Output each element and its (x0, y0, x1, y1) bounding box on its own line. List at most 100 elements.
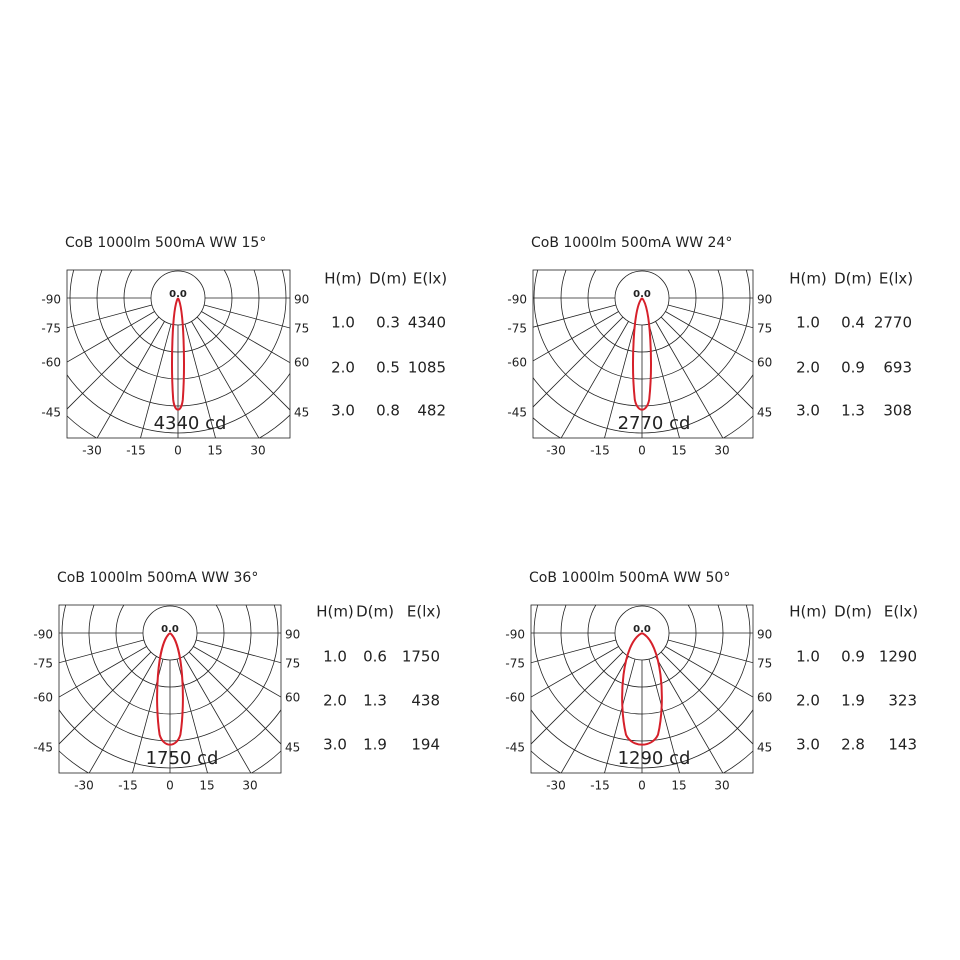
table-cell: 323 (888, 692, 917, 710)
peak-label: 4340 cd (154, 413, 227, 434)
left-angle-label: -90 (41, 293, 61, 307)
right-angle-label: 45 (294, 406, 309, 420)
right-angle-label: 75 (294, 322, 309, 336)
grid-spoke (183, 656, 252, 773)
grid-spoke (67, 304, 153, 329)
bottom-angle-label: 0 (166, 779, 174, 793)
bottom-angle-label: 15 (207, 444, 222, 458)
left-angle-label: -45 (507, 406, 527, 420)
right-angle-label: 90 (285, 628, 300, 642)
grid-spoke (531, 639, 617, 664)
left-angle-label: -90 (505, 628, 525, 642)
polar-grid (59, 605, 281, 773)
left-angle-label: -60 (41, 356, 61, 370)
bottom-angle-label: 30 (242, 779, 257, 793)
table-cell: 1.3 (841, 402, 865, 420)
grid-spoke (604, 658, 636, 773)
grid-spoke (604, 323, 636, 438)
table-header: D(m) (356, 603, 394, 621)
left-angle-label: -75 (33, 657, 53, 671)
right-angle-label: 60 (294, 356, 309, 370)
table-cell: 2.0 (323, 692, 347, 710)
bottom-angle-label: -15 (118, 779, 138, 793)
table-header: H(m) (789, 270, 827, 288)
grid-spoke (188, 651, 281, 745)
grid-spoke (531, 651, 624, 745)
grid-spoke (196, 316, 290, 411)
grid-spoke (195, 639, 281, 664)
grid-spoke (533, 311, 619, 362)
beam-curve (621, 632, 663, 746)
table-cell: 3.0 (331, 402, 355, 420)
grid-spoke (184, 323, 216, 438)
table-header: E(lx) (413, 270, 447, 288)
table-cell: 693 (883, 359, 912, 377)
table-cell: 482 (417, 402, 446, 420)
table-header: D(m) (369, 270, 407, 288)
panel: CoB 1000lm 500mA WW 15° 0.0 4340 cd -90 90 -7… (41, 235, 447, 458)
table-cell: 0.5 (376, 359, 400, 377)
table-cell: 1.0 (796, 314, 820, 332)
bottom-angle-label: -15 (126, 444, 146, 458)
table-cell: 2.0 (331, 359, 355, 377)
center-label: 0.0 (633, 289, 651, 300)
panel-frame (530, 604, 754, 774)
table-header: H(m) (789, 603, 827, 621)
bottom-angle-label: -30 (546, 779, 566, 793)
grid-spoke (140, 323, 172, 438)
table-cell: 3.0 (323, 736, 347, 754)
grid-spoke (655, 656, 724, 773)
right-angle-label: 60 (757, 691, 772, 705)
table-cell: 438 (411, 692, 440, 710)
left-angle-label: -60 (507, 356, 527, 370)
table-cell: 1.3 (363, 692, 387, 710)
table-cell: 143 (888, 736, 917, 754)
right-angle-label: 90 (757, 293, 772, 307)
bottom-angle-label: -30 (82, 444, 102, 458)
bottom-angle-label: 0 (638, 779, 646, 793)
right-angle-label: 90 (757, 628, 772, 642)
panel-title: CoB 1000lm 500mA WW 15° (65, 235, 266, 251)
panel: CoB 1000lm 500mA WW 36° 0.0 1750 cd -90 90 -7… (33, 570, 441, 793)
table-cell: 0.9 (841, 648, 865, 666)
left-angle-label: -90 (33, 628, 53, 642)
table-cell: 1750 (402, 648, 440, 666)
bottom-angle-label: 30 (250, 444, 265, 458)
grid-spoke (59, 646, 147, 698)
table-cell: 0.8 (376, 402, 400, 420)
grid-spoke (667, 304, 753, 329)
grid-spoke (67, 316, 160, 410)
table-cell: 2.0 (796, 359, 820, 377)
table-cell: 0.4 (841, 314, 865, 332)
peak-label: 1750 cd (146, 748, 219, 769)
left-angle-label: -45 (505, 741, 525, 755)
grid-spoke (176, 658, 208, 773)
panel-title: CoB 1000lm 500mA WW 50° (529, 570, 730, 586)
table-cell: 1085 (408, 359, 446, 377)
grid-spoke (203, 304, 290, 329)
table-cell: 0.9 (841, 359, 865, 377)
right-angle-label: 45 (757, 741, 772, 755)
grid-spoke (648, 323, 680, 438)
panel: CoB 1000lm 500mA WW 50° 0.0 1290 cd -90 90 -7… (505, 570, 918, 793)
right-angle-label: 60 (757, 356, 772, 370)
left-angle-label: -90 (507, 293, 527, 307)
right-angle-label: 75 (285, 657, 300, 671)
grid-spoke (96, 321, 165, 438)
panel-title: CoB 1000lm 500mA WW 24° (531, 235, 732, 251)
table-cell: 2770 (874, 314, 912, 332)
right-angle-label: 75 (757, 322, 772, 336)
bottom-angle-label: 30 (714, 779, 729, 793)
right-angle-label: 75 (757, 657, 772, 671)
panel: CoB 1000lm 500mA WW 24° 0.0 2770 cd -90 90 -7… (507, 235, 913, 458)
left-angle-label: -75 (507, 322, 527, 336)
table-cell: 4340 (408, 314, 446, 332)
bottom-angle-label: 0 (174, 444, 182, 458)
beam-curve (171, 297, 185, 411)
table-cell: 0.6 (363, 648, 387, 666)
table-header: E(lx) (884, 603, 918, 621)
table-cell: 2.0 (796, 692, 820, 710)
grid-spoke (67, 311, 155, 363)
bottom-angle-label: -15 (590, 779, 610, 793)
